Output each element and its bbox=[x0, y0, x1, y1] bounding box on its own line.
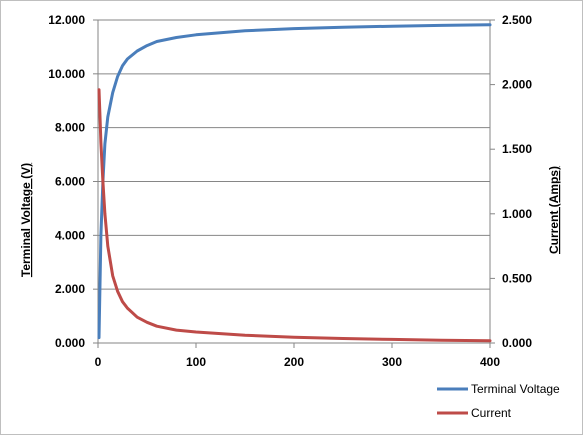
y-right-tick-label: 2.000 bbox=[502, 78, 532, 92]
axes bbox=[93, 19, 495, 348]
x-tick-label: 100 bbox=[186, 355, 206, 369]
tick-labels: 0.000 2.000 4.000 6.000 8.000 10.000 12.000 0.0… bbox=[48, 13, 532, 369]
y-right-tick-label: 1.500 bbox=[502, 142, 532, 156]
y-left-tick-label: 10.000 bbox=[48, 67, 85, 81]
y-left-tick-label: 0.000 bbox=[55, 336, 85, 350]
y-left-tick-label: 8.000 bbox=[55, 121, 85, 135]
y-left-tick-label: 12.000 bbox=[48, 13, 85, 27]
y-right-tick-label: 0.500 bbox=[502, 271, 532, 285]
legend: Terminal Voltage Current bbox=[437, 382, 560, 420]
legend-label-terminal-voltage: Terminal Voltage bbox=[471, 382, 560, 396]
legend-label-current: Current bbox=[471, 406, 512, 420]
x-tick-label: 400 bbox=[480, 355, 500, 369]
x-tick-label: 0 bbox=[95, 355, 102, 369]
y-left-tick-label: 4.000 bbox=[55, 228, 85, 242]
gridlines bbox=[98, 19, 490, 290]
y-left-tick-label: 6.000 bbox=[55, 175, 85, 189]
x-tick-label: 200 bbox=[284, 355, 304, 369]
y-right-tick-label: 1.000 bbox=[502, 207, 532, 221]
y-right-tick-label: 0.000 bbox=[502, 336, 532, 350]
x-tick-label: 300 bbox=[382, 355, 402, 369]
y-right-tick-label: 2.500 bbox=[502, 13, 532, 27]
y-axis-right-title: Current (Amps) bbox=[547, 166, 561, 254]
series-lines bbox=[97, 23, 492, 343]
y-axis-left-title: Terminal Voltage (V) bbox=[19, 163, 33, 277]
series-line-current bbox=[97, 88, 492, 343]
y-left-tick-label: 2.000 bbox=[55, 282, 85, 296]
